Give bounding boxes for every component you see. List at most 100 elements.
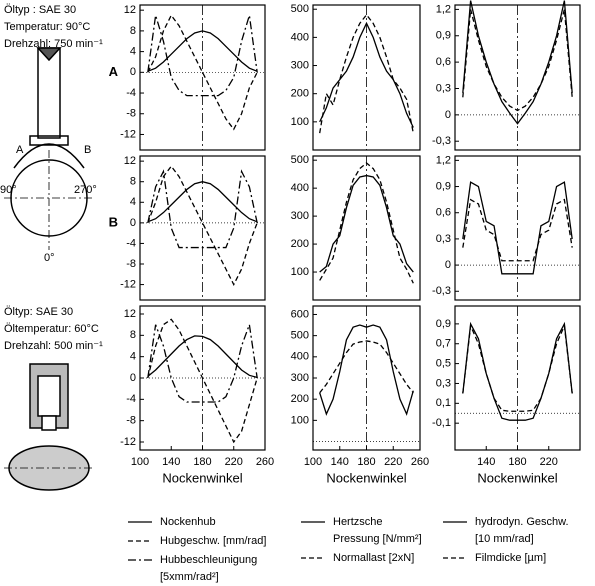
data-line — [319, 174, 414, 273]
x-tick-label: 140 — [162, 456, 180, 468]
legend-item: Normallast [2xN] — [301, 550, 441, 567]
legend-text: Normallast [2xN] — [333, 552, 415, 564]
y-tick-label: -4 — [126, 237, 136, 249]
condition-text: Öltyp : SAE 30 — [4, 4, 76, 16]
y-tick-label: 0,3 — [436, 233, 451, 245]
x-tick-label: 260 — [411, 456, 429, 468]
y-tick-label: 0,3 — [436, 377, 451, 389]
data-line — [462, 9, 573, 112]
y-tick-label: 0 — [445, 259, 451, 271]
y-tick-label: 8 — [130, 25, 136, 37]
data-line — [462, 323, 573, 412]
x-axis-label: Nockenwinkel — [162, 470, 242, 485]
legend-item: Hertzsche Pressung [N/mm²] — [301, 514, 441, 548]
y-tick-label: 1,2 — [436, 154, 451, 166]
y-tick-label: 200 — [291, 393, 309, 405]
y-tick-label: 0,6 — [436, 207, 451, 219]
data-line — [147, 169, 258, 249]
data-line — [147, 318, 258, 444]
y-tick-label: 0,7 — [436, 338, 451, 350]
x-tick-label: 180 — [193, 456, 211, 468]
data-line — [319, 324, 414, 416]
x-tick-label: 100 — [304, 456, 322, 468]
y-tick-label: -8 — [126, 415, 136, 427]
data-line — [147, 335, 258, 379]
y-tick-label: 300 — [291, 59, 309, 71]
y-tick-label: 300 — [291, 210, 309, 222]
cam-diagram-bottom — [4, 363, 94, 491]
y-tick-label: 4 — [130, 46, 136, 58]
legend-text: Hubgeschw. [mm/rad] — [160, 535, 267, 547]
legend-swatch — [301, 521, 325, 523]
y-tick-label: 0,1 — [436, 397, 451, 409]
legend-swatch — [128, 540, 152, 542]
y-tick-label: 200 — [291, 88, 309, 100]
cam-label: 270° — [74, 184, 97, 196]
x-tick-label: 180 — [357, 456, 375, 468]
y-tick-label: -0,3 — [432, 285, 451, 297]
legend: Nockenhub Hubgeschw. [mm/rad] Hubbeschleun… — [128, 514, 288, 586]
y-tick-label: 0,5 — [436, 358, 451, 370]
y-tick-label: 4 — [130, 196, 136, 208]
row-label: A — [109, 64, 119, 79]
data-line — [319, 13, 414, 134]
x-tick-label: 180 — [508, 456, 526, 468]
cam-label: 90° — [0, 184, 17, 196]
legend-swatch — [301, 557, 325, 559]
condition-text: Drehzahl: 500 min⁻¹ — [4, 340, 103, 352]
legend-swatch — [128, 559, 152, 561]
data-line — [319, 340, 414, 394]
condition-text: Temperatur: 90°C — [4, 21, 90, 33]
cam-label: B — [84, 144, 91, 156]
y-tick-label: 8 — [130, 329, 136, 341]
y-tick-label: 0,3 — [436, 82, 451, 94]
data-line — [462, 321, 573, 421]
x-tick-label: 140 — [477, 456, 495, 468]
data-line — [147, 181, 258, 223]
y-tick-label: 0 — [130, 66, 136, 78]
y-tick-label: 600 — [291, 308, 309, 320]
y-tick-label: -4 — [126, 87, 136, 99]
y-tick-label: 4 — [130, 351, 136, 363]
x-axis-label: Nockenwinkel — [477, 470, 557, 485]
y-tick-label: 500 — [291, 3, 309, 15]
legend-swatch — [443, 557, 467, 559]
legend-text: Nockenhub — [160, 516, 216, 528]
legend-item: Nockenhub — [128, 514, 288, 531]
cam-label: 0° — [44, 252, 55, 264]
y-tick-label: 8 — [130, 176, 136, 188]
legend-text: hydrodyn. Geschw. [10 mm/rad] — [475, 516, 569, 545]
x-tick-label: 140 — [331, 456, 349, 468]
y-tick-label: 500 — [291, 154, 309, 166]
y-tick-label: 12 — [124, 155, 136, 167]
y-tick-label: -0,3 — [432, 135, 451, 147]
y-tick-label: -8 — [126, 258, 136, 270]
data-line — [462, 198, 573, 262]
y-tick-label: 12 — [124, 4, 136, 16]
cam-diagram-top — [4, 47, 94, 250]
legend-item: Filmdicke [µm] — [443, 550, 583, 567]
y-tick-label: 400 — [291, 182, 309, 194]
legend-item: Hubbeschleunigung [5xmm/rad²] — [128, 552, 288, 586]
x-tick-label: 220 — [384, 456, 402, 468]
legend-swatch — [443, 521, 467, 523]
x-tick-label: 220 — [540, 456, 558, 468]
condition-text: Öltyp: SAE 30 — [4, 306, 73, 318]
data-line — [319, 21, 414, 128]
data-line — [462, 181, 573, 275]
y-tick-label: 0 — [445, 109, 451, 121]
legend-item: Hubgeschw. [mm/rad] — [128, 533, 288, 550]
condition-text: Öltemperatur: 60°C — [4, 323, 99, 335]
y-tick-label: 12 — [124, 308, 136, 320]
y-tick-label: 0,6 — [436, 56, 451, 68]
x-tick-label: 100 — [131, 456, 149, 468]
y-tick-label: -0,1 — [432, 417, 451, 429]
data-line — [147, 30, 258, 72]
data-line — [319, 162, 414, 284]
legend-text: Hertzsche Pressung [N/mm²] — [333, 516, 422, 545]
data-line — [147, 14, 258, 131]
y-tick-label: 1,2 — [436, 3, 451, 15]
data-line — [147, 324, 258, 403]
